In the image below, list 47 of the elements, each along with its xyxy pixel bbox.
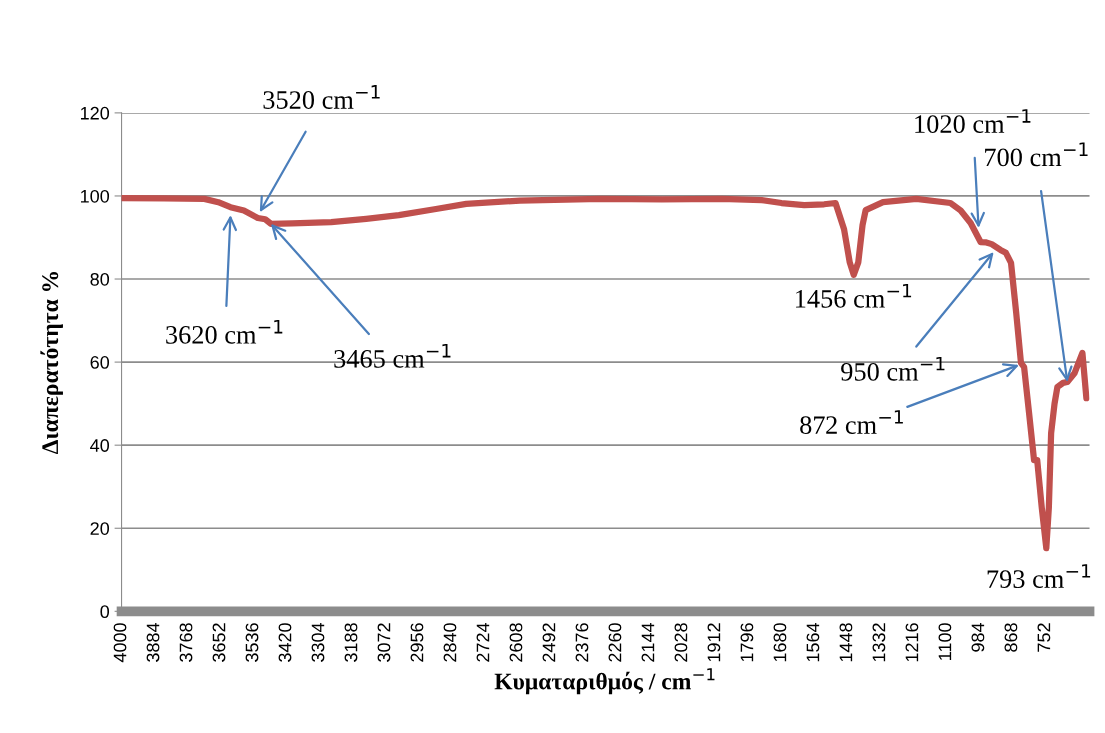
x-tick-label: 2608 <box>509 623 523 662</box>
x-tick-label: 2260 <box>608 623 622 662</box>
x-tick-label: 3536 <box>245 623 259 662</box>
x-tick-label: 984 <box>971 622 985 652</box>
annotation: 700 cm$^{−1}$ <box>985 142 1088 167</box>
x-tick-label: 1564 <box>806 622 820 662</box>
x-tick-label: 2724 <box>476 622 490 662</box>
annotation: 1456 cm$^{−1}$ <box>796 283 912 308</box>
x-tick-label: 868 <box>1004 623 1018 652</box>
y-tick-label: 60 <box>90 356 110 369</box>
x-tick-label: 3420 <box>278 623 292 662</box>
x-tick-label: 2956 <box>410 623 424 662</box>
x-tick-label: 752 <box>1037 623 1051 652</box>
y-axis-title: Διαπερατότητα % <box>40 271 63 455</box>
annotation: 3520 cm$^{−1}$ <box>263 85 380 109</box>
y-tick-label: 80 <box>90 272 110 286</box>
annotation: 3465 cm$^{−1}$ <box>334 343 451 368</box>
annotation: 950 cm$^{−1}$ <box>841 356 945 381</box>
y-tick-label: 0 <box>100 605 110 619</box>
x-tick-label: 1448 <box>839 623 853 662</box>
x-tick-label: 2376 <box>575 623 589 662</box>
x-tick-label: 1216 <box>905 623 919 662</box>
x-tick-label: 3304 <box>311 622 325 662</box>
annotation: 3620 cm$^{−1}$ <box>166 319 283 344</box>
x-tick-label: 3768 <box>179 623 193 662</box>
x-tick-label: 2144 <box>641 622 655 662</box>
x-tick-label: 3884 <box>146 622 160 662</box>
y-tick-label: 40 <box>90 439 110 452</box>
y-tick-label: 20 <box>90 522 110 535</box>
x-tick-label: 1100 <box>938 623 952 660</box>
x-tick-label: 2492 <box>542 623 556 662</box>
x-axis-title: Κυματαριθμός / cm$^{−1}$ <box>494 668 715 695</box>
y-tick-label: 100 <box>81 189 110 203</box>
x-tick-label: 3072 <box>377 623 391 662</box>
x-tick-label: 2028 <box>674 623 688 662</box>
x-tick-label: 3652 <box>212 623 226 662</box>
x-tick-label: 1332 <box>872 623 886 662</box>
y-tick-label: 120 <box>81 106 110 120</box>
x-tick-label: 2840 <box>443 623 457 662</box>
x-tick-label: 1680 <box>773 623 787 662</box>
annotation: 1020 cm$^{−1}$ <box>915 109 1031 134</box>
x-tick-label: 3188 <box>344 623 358 662</box>
x-tick-label: 1796 <box>740 623 754 662</box>
x-tick-label: 1912 <box>707 623 721 662</box>
annotation: 872 cm$^{−1}$ <box>800 410 903 434</box>
x-tick-label: 4000 <box>113 623 127 663</box>
annotation: 793 cm$^{−1}$ <box>987 564 1091 588</box>
